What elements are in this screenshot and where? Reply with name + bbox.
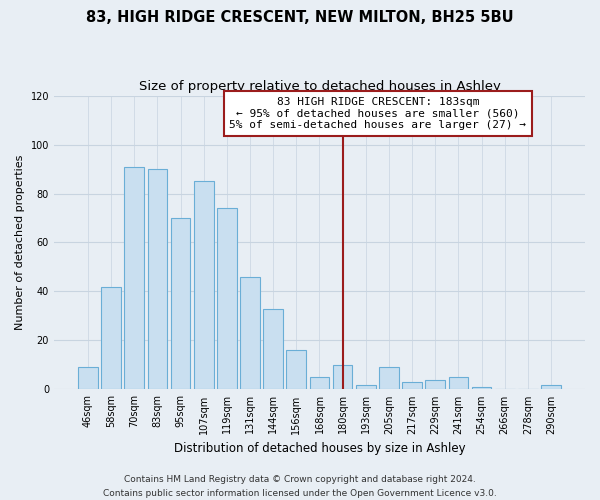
Bar — [101, 286, 121, 390]
Bar — [541, 384, 561, 390]
Bar — [124, 166, 144, 390]
Text: 83, HIGH RIDGE CRESCENT, NEW MILTON, BH25 5BU: 83, HIGH RIDGE CRESCENT, NEW MILTON, BH2… — [86, 10, 514, 25]
Bar — [472, 387, 491, 390]
Bar — [379, 368, 399, 390]
X-axis label: Distribution of detached houses by size in Ashley: Distribution of detached houses by size … — [173, 442, 465, 455]
Y-axis label: Number of detached properties: Number of detached properties — [15, 155, 25, 330]
Bar — [78, 368, 98, 390]
Bar — [217, 208, 236, 390]
Bar — [449, 377, 468, 390]
Bar — [286, 350, 306, 390]
Bar — [333, 365, 352, 390]
Bar — [170, 218, 190, 390]
Bar — [194, 182, 214, 390]
Text: 83 HIGH RIDGE CRESCENT: 183sqm
← 95% of detached houses are smaller (560)
5% of : 83 HIGH RIDGE CRESCENT: 183sqm ← 95% of … — [229, 97, 526, 130]
Text: Contains HM Land Registry data © Crown copyright and database right 2024.
Contai: Contains HM Land Registry data © Crown c… — [103, 476, 497, 498]
Bar — [148, 169, 167, 390]
Title: Size of property relative to detached houses in Ashley: Size of property relative to detached ho… — [139, 80, 500, 93]
Bar — [356, 384, 376, 390]
Bar — [402, 382, 422, 390]
Bar — [425, 380, 445, 390]
Bar — [310, 377, 329, 390]
Bar — [240, 277, 260, 390]
Bar — [263, 308, 283, 390]
